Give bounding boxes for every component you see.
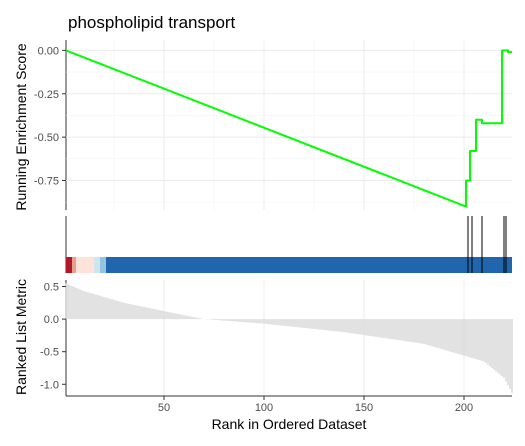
y-tick-label: -0.25 xyxy=(34,89,59,101)
y-axis-label-metric: Ranked List Metric xyxy=(13,279,29,395)
rank-color-segment xyxy=(106,257,512,273)
rank-x-axis: 50 100 150 200 xyxy=(158,396,473,414)
rank-color-segment xyxy=(100,257,106,273)
x-tick-label: 50 xyxy=(158,402,170,414)
y-tick-label: -0.5 xyxy=(40,347,59,359)
rank-color-segment xyxy=(66,257,72,273)
y-tick-label: -0.50 xyxy=(34,132,59,144)
metric-panel-grid xyxy=(65,280,512,397)
y-tick-label: 0.0 xyxy=(44,314,59,326)
x-axis-label: Rank in Ordered Dataset xyxy=(212,416,367,432)
rank-color-segment xyxy=(72,257,76,273)
ranked-metric-bars xyxy=(65,283,513,393)
metric-y-axis: 0.5 0.0 -0.5 -1.0 xyxy=(40,282,66,391)
y-tick-label: 0.00 xyxy=(38,45,59,57)
plot-title: phospholipid transport xyxy=(68,13,236,32)
x-tick-label: 100 xyxy=(255,402,273,414)
rank-color-segment xyxy=(94,257,100,273)
hits-panel xyxy=(65,216,512,273)
y-tick-label: -1.0 xyxy=(40,379,59,391)
enrichment-y-axis: 0.00 -0.25 -0.50 -0.75 xyxy=(34,45,66,188)
running-enrichment-line xyxy=(65,49,512,208)
rank-color-segment xyxy=(76,257,94,273)
y-tick-label: -0.75 xyxy=(34,176,59,188)
y-axis-label-enrichment: Running Enrichment Score xyxy=(13,43,29,211)
x-tick-label: 150 xyxy=(355,402,373,414)
x-tick-label: 200 xyxy=(455,402,473,414)
enrichment-panel-grid xyxy=(66,40,512,210)
y-tick-label: 0.5 xyxy=(44,282,59,294)
